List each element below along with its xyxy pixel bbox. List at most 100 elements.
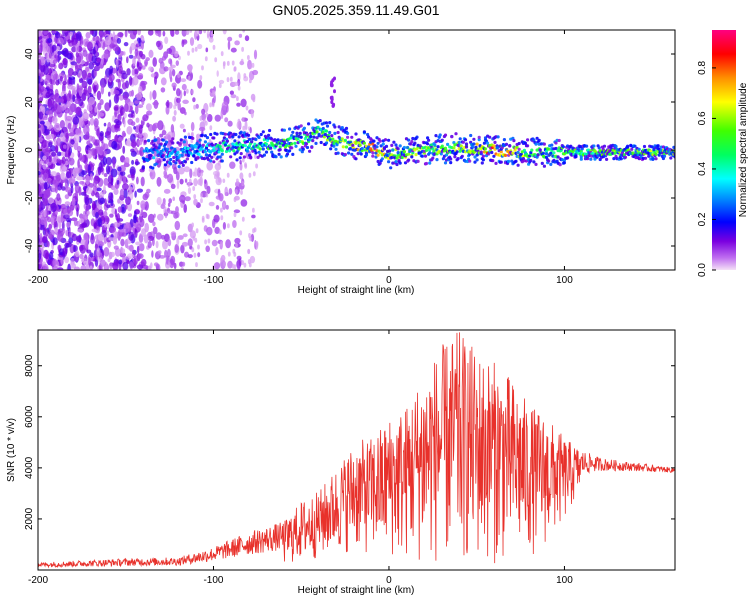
x-tick-label: 100 (556, 275, 573, 286)
noise-cell (112, 261, 119, 270)
noise-cell (63, 214, 70, 220)
noise-cell (38, 86, 42, 95)
noise-cell (68, 157, 75, 166)
ridge-cell (196, 156, 200, 160)
x-tick-label: -200 (28, 575, 48, 586)
noise-cell (204, 239, 208, 245)
ridge-cell (257, 150, 261, 154)
ridge-cell (390, 143, 394, 147)
ridge-cell (547, 147, 551, 151)
ridge-cell (189, 151, 193, 155)
ridge-cell (592, 144, 596, 148)
x-tick-label: -200 (28, 275, 48, 286)
ridge-cell (258, 147, 262, 151)
ridge-cell (438, 133, 442, 137)
ridge-cell (341, 145, 345, 149)
ridge-cell (356, 152, 360, 156)
noise-cell (54, 103, 58, 109)
noise-cell (187, 187, 192, 195)
noise-cell (38, 75, 41, 84)
noise-cell (82, 49, 88, 57)
noise-cell (51, 46, 55, 53)
noise-cell (214, 174, 217, 180)
ridge-cell (205, 136, 210, 140)
noise-cell (131, 159, 135, 165)
ridge-cell (151, 166, 155, 170)
noise-cell (193, 104, 197, 110)
ridge-cell (471, 145, 475, 149)
noise-cell (231, 60, 235, 66)
noise-cell (46, 240, 50, 248)
noise-cell (102, 156, 107, 166)
noise-cell (225, 239, 232, 249)
ridge-cell (234, 132, 238, 137)
noise-cell (134, 229, 138, 238)
noise-cell (234, 237, 241, 244)
ridge-cell (316, 125, 320, 129)
ridge-cell (464, 142, 469, 146)
noise-cell (80, 35, 84, 45)
noise-cell (190, 121, 195, 132)
ridge-cell (496, 135, 500, 139)
noise-cell (238, 258, 242, 267)
noise-cell (56, 174, 61, 182)
noise-cell (38, 163, 42, 170)
noise-cell (93, 222, 97, 229)
noise-cell (235, 181, 241, 188)
noise-cell (44, 42, 49, 52)
noise-cell (203, 118, 206, 124)
ridge-cell (293, 141, 297, 145)
noise-cell (224, 186, 228, 197)
noise-cell (85, 32, 91, 39)
noise-cell (164, 36, 169, 44)
noise-cell (79, 64, 83, 69)
noise-cell (104, 132, 110, 137)
noise-cell (74, 167, 81, 174)
noise-cell (126, 126, 133, 135)
noise-cell (218, 83, 222, 89)
noise-cell (87, 72, 92, 78)
ridge-cell (591, 151, 595, 155)
ridge-cell (534, 142, 538, 146)
noise-cell (42, 30, 49, 37)
ridge-cell (423, 154, 428, 158)
noise-cell (113, 90, 120, 95)
ridge-cell (446, 142, 450, 146)
noise-cell (180, 244, 185, 254)
noise-cell (220, 215, 224, 221)
ridge-cell (469, 133, 473, 138)
ridge-cell (388, 149, 392, 153)
ridge-cell (152, 143, 156, 147)
noise-cell (174, 30, 180, 35)
noise-cell (56, 193, 61, 202)
noise-cell (215, 246, 219, 256)
noise-cell (184, 178, 188, 183)
noise-cell (192, 171, 196, 177)
ridge-cell (325, 124, 330, 128)
ridge-cell (344, 145, 349, 149)
ridge-cell (493, 140, 497, 144)
noise-cell (112, 44, 120, 52)
ridge-cell (472, 142, 476, 146)
ridge-cell (264, 150, 269, 154)
ridge-cell (182, 140, 186, 144)
ridge-cell (248, 137, 252, 141)
ridge-cell (530, 148, 534, 152)
ridge-cell (170, 146, 174, 150)
noise-cell (108, 73, 115, 82)
ridge-cell (630, 147, 634, 151)
ridge-cell (508, 144, 512, 148)
noise-cell (99, 197, 106, 204)
noise-cell (192, 186, 196, 191)
noise-cell (103, 247, 110, 257)
ridge-cell (201, 143, 205, 147)
noise-cell (239, 160, 242, 165)
noise-cell (253, 49, 258, 60)
noise-cell (41, 139, 47, 149)
noise-cell (43, 116, 48, 121)
noise-cell (110, 192, 114, 202)
noise-cell (229, 161, 236, 169)
noise-cell (38, 97, 43, 102)
noise-cell (175, 211, 180, 218)
noise-cell (170, 183, 176, 189)
